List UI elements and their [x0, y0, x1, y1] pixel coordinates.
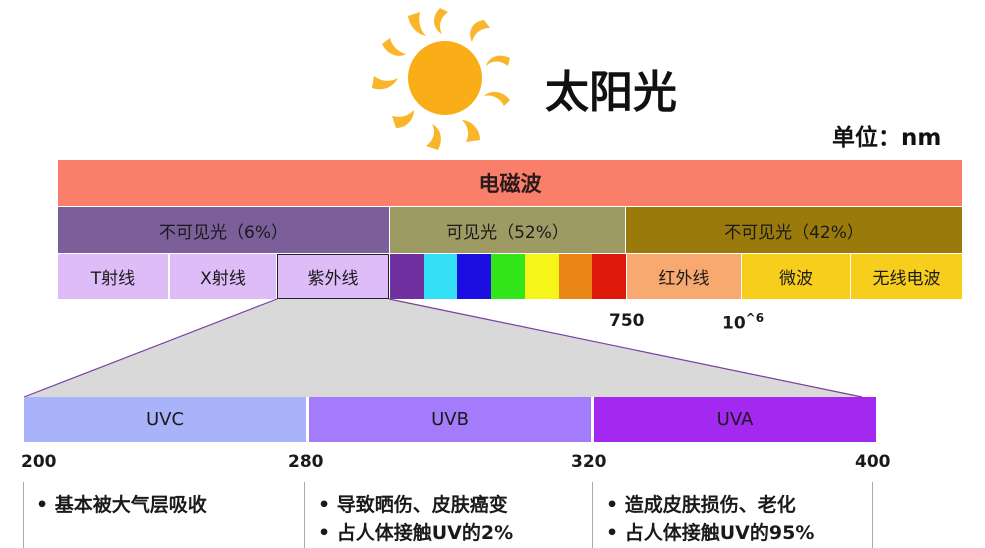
- spectrum-cyan: [423, 254, 458, 299]
- spectrum-yellow: [524, 254, 559, 299]
- spectrum-orange: [558, 254, 593, 299]
- divider-2: [304, 482, 305, 548]
- tick-10-exp: ^6: [745, 311, 765, 325]
- uva-note-1: • 造成皮肤损伤、老化: [606, 494, 796, 516]
- invisible-light-left-bar: 不可见光（6%）: [58, 207, 389, 253]
- uvb-note-2: • 占人体接触UV的2%: [318, 522, 514, 544]
- visible-light-bar: 可见光（52%）: [390, 207, 625, 253]
- uv-tick-200: 200: [21, 452, 57, 472]
- radio-wave-segment: 无线电波: [851, 254, 962, 299]
- uvc-note-1: • 基本被大气层吸收: [36, 494, 207, 516]
- spectrum-red: [592, 254, 627, 299]
- uv-tick-320: 320: [571, 452, 607, 472]
- visible-spectrum-strip: [390, 254, 627, 299]
- uv-tick-280: 280: [288, 452, 324, 472]
- spectrum-violet: [390, 254, 424, 299]
- microwave-segment: 微波: [742, 254, 850, 299]
- divider-4: [872, 482, 873, 548]
- x-ray-segment: X射线: [170, 254, 276, 299]
- uv-tick-400: 400: [855, 452, 891, 472]
- invisible-light-right-bar: 不可见光（42%）: [626, 207, 962, 253]
- tick-10-6: 10^6: [722, 311, 764, 334]
- unit-label: 单位：nm: [832, 125, 942, 151]
- divider-3: [592, 482, 593, 548]
- tick-10-base: 10: [722, 313, 746, 334]
- uva-band: UVA: [594, 397, 876, 442]
- uvc-band: UVC: [24, 397, 306, 442]
- divider-1: [23, 482, 24, 548]
- uv-segment: 紫外线: [277, 254, 389, 299]
- t-ray-segment: T射线: [58, 254, 168, 299]
- tick-750: 750: [609, 311, 645, 331]
- sun-icon: [372, 8, 510, 150]
- uvb-note-1: • 导致晒伤、皮肤癌变: [318, 494, 508, 516]
- uvb-band: UVB: [309, 397, 591, 442]
- spectrum-green: [491, 254, 525, 299]
- uva-note-2: • 占人体接触UV的95%: [606, 522, 815, 544]
- spectrum-blue: [457, 254, 492, 299]
- em-wave-bar: 电磁波: [58, 160, 962, 206]
- infrared-segment: 红外线: [627, 254, 741, 299]
- page-title: 太阳光: [545, 67, 677, 118]
